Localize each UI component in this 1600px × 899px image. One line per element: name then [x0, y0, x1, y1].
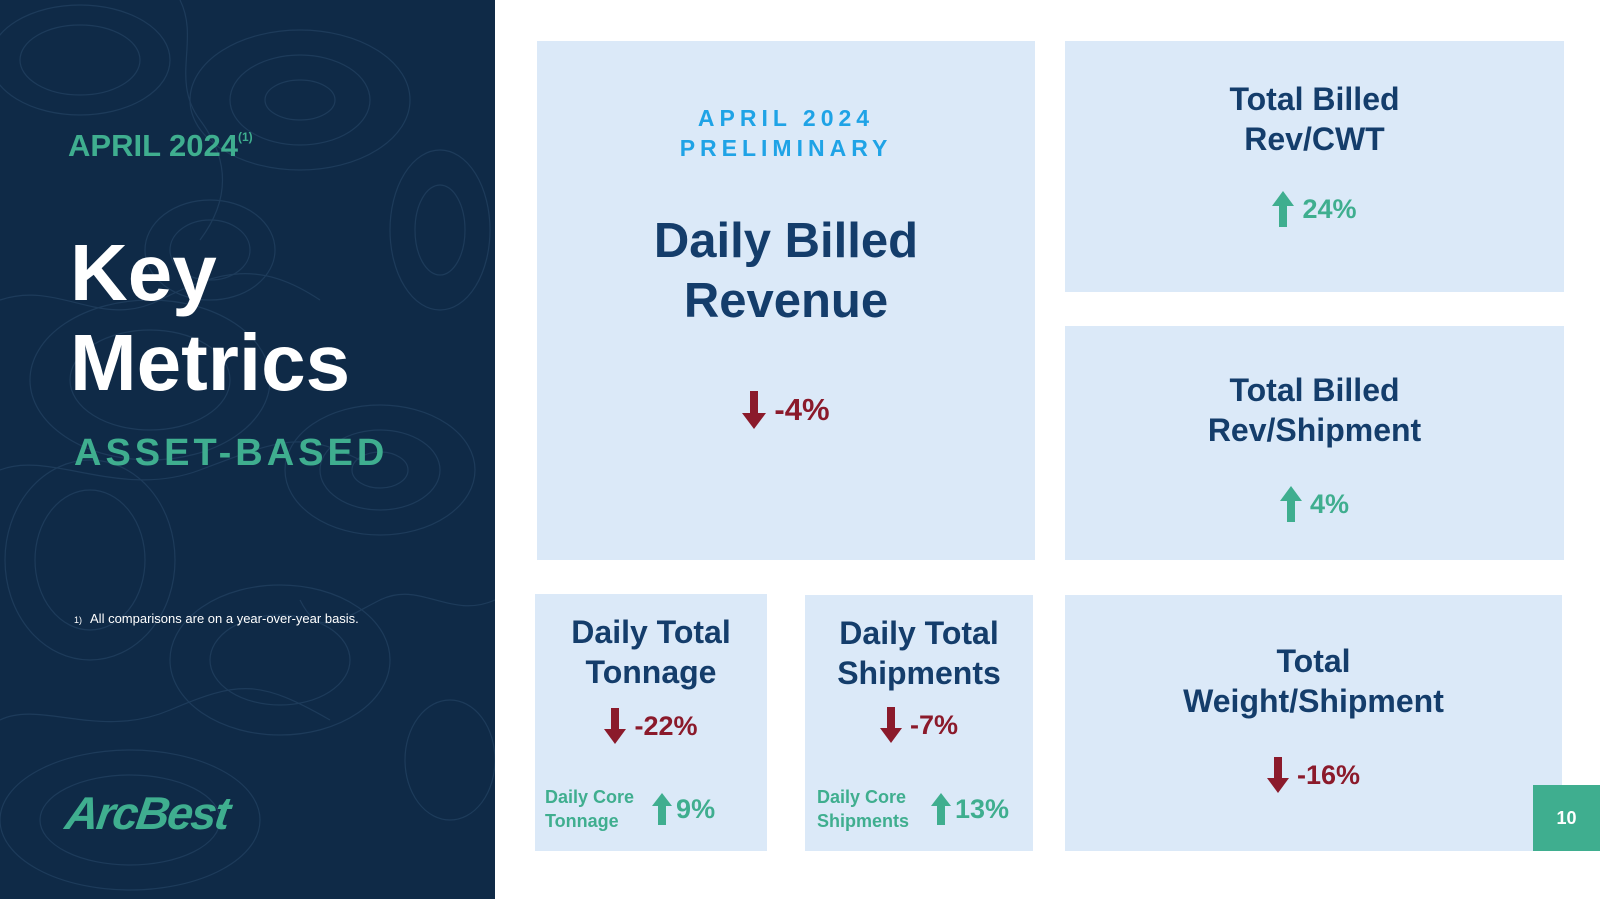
core-label-line-1: Daily Core: [545, 787, 635, 807]
footnote-marker: 1): [74, 615, 83, 625]
core-change-value: 13%: [955, 793, 1010, 824]
metric-name-line-1: Daily Total: [839, 615, 999, 651]
metric-change: -4%: [537, 391, 1035, 429]
change-value: 4%: [1309, 488, 1350, 519]
arcbest-logo: ArcBest: [62, 787, 233, 839]
metric-name-line-1: Daily Billed: [653, 214, 919, 268]
report-period: APRIL 2024(1): [68, 128, 253, 163]
metric-change: 4%: [1065, 486, 1564, 522]
metric-name: Total Weight/Shipment: [1065, 641, 1562, 721]
title-panel: APRIL 2024(1) Key Metrics ASSET-BASED 1)…: [0, 0, 495, 899]
core-label: Daily Core Tonnage: [545, 785, 634, 833]
core-label-line-2: Tonnage: [545, 811, 619, 831]
metric-name-line-2: Weight/Shipment: [1183, 683, 1444, 719]
arrow-up-icon: [1272, 191, 1295, 227]
period-footnote-marker: (1): [238, 129, 253, 144]
core-metric: Daily Core Shipments 13%: [817, 785, 1009, 833]
daily-billed-revenue-card: APRIL 2024 PRELIMINARY Daily Billed Reve…: [537, 41, 1035, 560]
core-change: 9%: [652, 793, 715, 825]
metric-name-line-1: Daily Total: [571, 614, 731, 650]
segment-subtitle: ASSET-BASED: [74, 432, 389, 474]
change-value: -22%: [634, 710, 698, 741]
core-label: Daily Core Shipments: [817, 785, 909, 833]
topographic-background: [0, 0, 495, 891]
metric-change: -16%: [1065, 757, 1562, 793]
footnote-text: All comparisons are on a year-over-year …: [90, 611, 359, 626]
change-value: 24%: [1302, 193, 1357, 224]
metric-change: -7%: [805, 707, 1033, 743]
weight-shipment-card: Total Weight/Shipment -16%: [1065, 595, 1562, 851]
page-number: 10: [1533, 785, 1600, 851]
change-value: -4%: [774, 392, 830, 427]
metric-name-line-2: Shipments: [837, 655, 1001, 691]
core-label-line-2: Shipments: [817, 811, 910, 831]
change-value: -7%: [909, 709, 958, 740]
arrow-down-icon: [604, 708, 627, 744]
page-title: Key Metrics: [70, 228, 350, 408]
metric-name: Daily Billed Revenue: [537, 211, 1035, 331]
metric-name: Total Billed Rev/Shipment: [1065, 370, 1564, 450]
arrow-down-icon: [879, 707, 902, 743]
metric-change: 24%: [1065, 191, 1564, 227]
core-change-value: 9%: [676, 793, 716, 824]
change-value: -16%: [1296, 759, 1361, 790]
footnote: 1) All comparisons are on a year-over-yea…: [74, 611, 359, 626]
eyebrow-line-2: PRELIMINARY: [679, 135, 893, 161]
core-change: 13%: [931, 793, 1009, 825]
metric-name-line-2: Tonnage: [585, 654, 717, 690]
metric-name-line-2: Rev/CWT: [1244, 121, 1385, 157]
rev-shipment-card: Total Billed Rev/Shipment 4%: [1065, 326, 1564, 560]
arrow-up-icon: [652, 793, 673, 825]
metric-name-line-1: Total: [1276, 643, 1351, 679]
metric-name-line-1: Total Billed: [1229, 81, 1400, 117]
core-label-line-1: Daily Core: [817, 787, 907, 807]
title-line-2: Metrics: [70, 318, 351, 407]
metric-name: Total Billed Rev/CWT: [1065, 79, 1564, 159]
metric-change: -22%: [535, 708, 767, 744]
metric-name-line-2: Revenue: [683, 274, 889, 328]
shipments-card: Daily Total Shipments -7% Daily Core Shi…: [805, 595, 1033, 851]
metric-name: Daily Total Tonnage: [535, 612, 767, 692]
arrow-up-icon: [1279, 486, 1302, 522]
metric-name-line-1: Total Billed: [1229, 372, 1400, 408]
rev-cwt-card: Total Billed Rev/CWT 24%: [1065, 41, 1564, 292]
preliminary-eyebrow: APRIL 2024 PRELIMINARY: [537, 103, 1035, 163]
core-metric: Daily Core Tonnage 9%: [545, 785, 715, 833]
arrow-down-icon: [742, 391, 767, 429]
arrow-up-icon: [931, 793, 952, 825]
metric-name: Daily Total Shipments: [805, 613, 1033, 693]
arrow-down-icon: [1266, 757, 1289, 793]
eyebrow-line-1: APRIL 2024: [697, 105, 875, 131]
metric-name-line-2: Rev/Shipment: [1207, 412, 1422, 448]
title-line-1: Key: [70, 228, 217, 317]
tonnage-card: Daily Total Tonnage -22% Daily Core Tonn…: [535, 594, 767, 851]
